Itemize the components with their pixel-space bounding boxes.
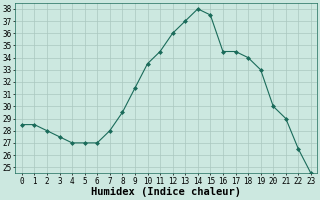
X-axis label: Humidex (Indice chaleur): Humidex (Indice chaleur) bbox=[92, 187, 241, 197]
